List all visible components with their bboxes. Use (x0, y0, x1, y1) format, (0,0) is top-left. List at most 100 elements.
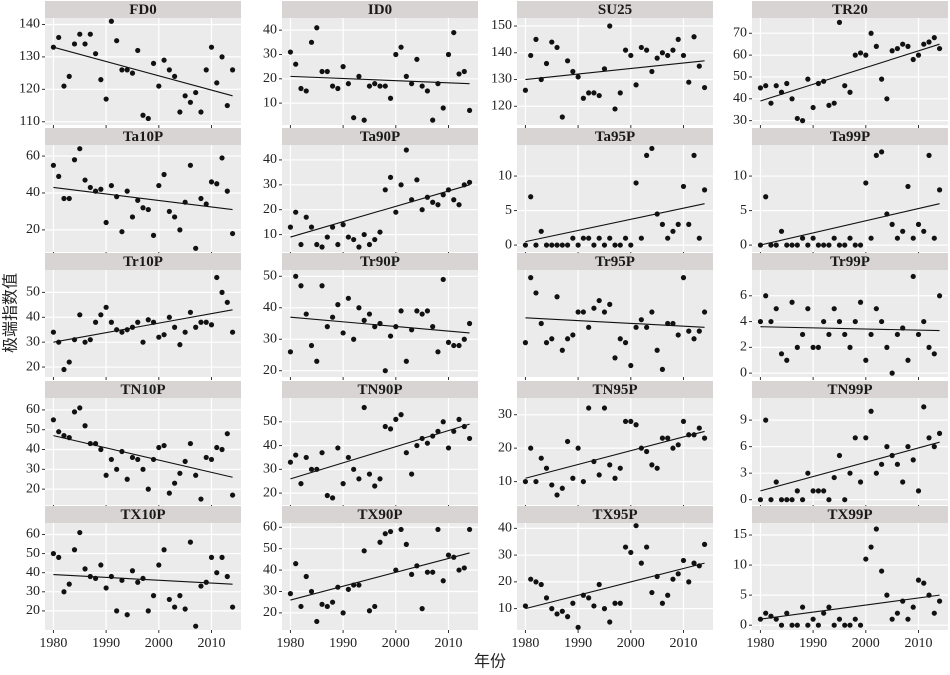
y-tick-label: 40 (263, 300, 277, 315)
point (691, 152, 697, 158)
point (543, 242, 550, 248)
point (198, 496, 204, 502)
trend-line (53, 309, 233, 343)
point (580, 309, 586, 315)
y-tick-label: 30 (263, 177, 277, 192)
point (229, 329, 236, 335)
point (543, 340, 550, 346)
point (889, 616, 895, 622)
panel-background (45, 398, 241, 505)
point (936, 293, 943, 299)
point (377, 476, 383, 482)
point (114, 38, 120, 44)
point (224, 431, 230, 437)
point (889, 370, 895, 376)
point (559, 114, 565, 120)
y-tick-label: 130 (491, 72, 512, 87)
point (430, 324, 436, 330)
point (638, 560, 644, 566)
point (549, 336, 555, 342)
y-tick-label: 60 (263, 519, 277, 534)
point (559, 608, 565, 614)
point (805, 306, 811, 312)
point (680, 183, 687, 190)
point (784, 610, 790, 616)
point (335, 302, 341, 308)
panel-title: TX90P (358, 507, 403, 523)
point (298, 241, 304, 248)
y-tick-label: 20 (26, 603, 40, 618)
point (140, 339, 146, 345)
point (794, 115, 800, 122)
point (847, 89, 853, 95)
point (77, 31, 83, 37)
trend-line (290, 316, 470, 334)
point (926, 152, 932, 158)
point (675, 571, 681, 577)
point (193, 245, 199, 251)
point (575, 624, 581, 630)
panel-background (752, 145, 948, 252)
point (522, 242, 529, 248)
point (166, 208, 172, 215)
y-tick-label: 5 (740, 203, 747, 218)
point (879, 318, 885, 325)
point (198, 195, 204, 202)
point (638, 235, 644, 241)
point (77, 529, 83, 536)
point (219, 289, 225, 295)
trend-line (290, 75, 470, 85)
y-tick-label: 20 (263, 605, 277, 620)
point (324, 324, 330, 330)
point (773, 306, 779, 312)
point (372, 236, 378, 243)
point (910, 273, 916, 280)
point (784, 80, 790, 87)
point (549, 482, 555, 488)
point (601, 405, 608, 411)
point (198, 583, 204, 589)
point (789, 242, 795, 248)
y-tick-label: 10 (733, 557, 747, 572)
point (586, 595, 592, 601)
point (445, 339, 452, 345)
point (340, 610, 346, 616)
trend-line (760, 326, 940, 332)
panel-title: FD0 (129, 2, 157, 18)
point (905, 43, 911, 49)
point (345, 81, 351, 87)
y-tick-label: 30 (26, 334, 40, 349)
y-tick-label: 10 (263, 227, 277, 242)
point (414, 442, 420, 449)
point (87, 31, 93, 37)
point (633, 422, 639, 428)
point (805, 470, 811, 476)
point (203, 319, 209, 325)
point (287, 49, 294, 55)
point (382, 83, 388, 89)
strip (282, 253, 478, 270)
point (863, 556, 869, 562)
point (847, 470, 853, 476)
point (229, 67, 236, 73)
point (193, 623, 199, 629)
point (799, 497, 806, 503)
point (617, 242, 623, 248)
point (686, 328, 692, 334)
point (345, 586, 351, 592)
point (921, 404, 927, 410)
point (564, 614, 571, 620)
point (361, 404, 367, 411)
y-tick-label: 15 (733, 527, 747, 542)
point (789, 497, 795, 503)
point (92, 51, 99, 57)
point (857, 242, 864, 248)
point (387, 426, 394, 432)
point (564, 58, 571, 64)
point (857, 299, 864, 305)
point (224, 299, 230, 305)
point (879, 76, 885, 82)
point (440, 419, 446, 425)
point (329, 314, 336, 320)
